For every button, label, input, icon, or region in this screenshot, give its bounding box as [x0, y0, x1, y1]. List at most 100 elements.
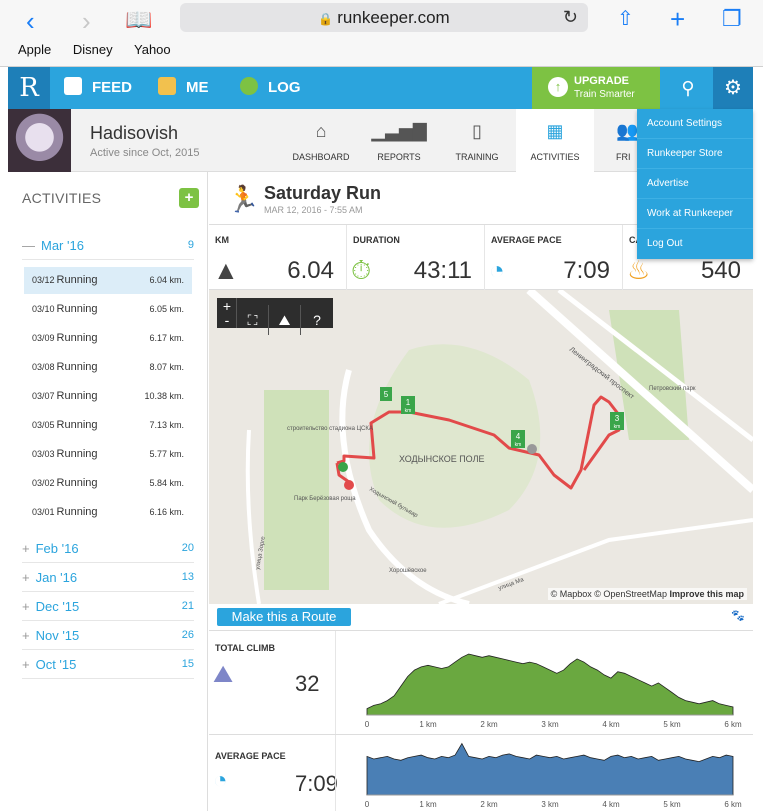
activity-type: Running [56, 332, 98, 344]
activity-distance: 5.84 km. [149, 478, 184, 488]
friends-icon: 👥 [616, 121, 638, 141]
svg-text:5: 5 [384, 390, 389, 399]
url-bar[interactable]: 🔒 runkeeper.com ↻ [180, 3, 588, 32]
month-row[interactable]: + Oct '15 15 [22, 650, 194, 679]
settings-dropdown: Account Settings Runkeeper Store Adverti… [637, 109, 753, 259]
fullscreen-icon[interactable]: ⛶ [237, 305, 269, 335]
finish-pin-icon[interactable] [344, 480, 354, 490]
divider [335, 735, 336, 811]
runkeeper-logo-icon[interactable]: R [8, 67, 50, 109]
help-button[interactable]: ? [313, 312, 321, 328]
km-marker-4[interactable]: 4km [511, 430, 525, 448]
gear-icon[interactable]: ⚙ [713, 67, 753, 109]
activity-row[interactable]: 03/07 Running 10.38 km. [24, 383, 192, 410]
month-count: 13 [181, 571, 194, 583]
tab-activities[interactable]: ▦ ACTIVITIES [516, 109, 594, 172]
running-icon: 🏃 [227, 184, 260, 214]
svg-text:km: km [614, 424, 621, 430]
avatar[interactable] [8, 109, 71, 172]
pace-chart-row: AVERAGE PACE ◔ 7:09 0 1 km 2 km 3 km 4 km 5 k… [209, 734, 753, 811]
search-icon[interactable]: ⚲ [681, 78, 695, 98]
zoom-controls[interactable]: + - [217, 298, 237, 328]
pace-chart[interactable]: 0 1 km 2 km 3 km 4 km 5 km 6 km [337, 735, 753, 812]
marker-cluster[interactable] [527, 444, 537, 454]
month-row[interactable]: + Dec '15 21 [22, 592, 194, 621]
menu-account-settings[interactable]: Account Settings [637, 109, 753, 139]
upgrade-button[interactable]: ↑ UPGRADE Train Smarter [532, 67, 660, 109]
bookmark-apple[interactable]: Apple [18, 42, 52, 57]
share-icon[interactable]: ⇧ [617, 8, 634, 30]
improve-map-link[interactable]: Improve this map [669, 589, 744, 599]
tab-friends[interactable]: 👥 FRI [616, 121, 638, 162]
stopwatch-icon: ⏱ [351, 255, 372, 285]
route-map[interactable]: ХОДЫНСКОЕ ПОЛЕ строительство стадиона ЦС… [209, 290, 753, 604]
tabs-icon[interactable]: ❐ [722, 6, 742, 31]
km-marker-1[interactable]: 1km [401, 396, 415, 414]
bookmarks-bar: Apple Disney Yahoo [18, 42, 189, 57]
menu-log-out[interactable]: Log Out [647, 238, 683, 249]
stat-label: AVERAGE PACE [491, 235, 562, 245]
month-row[interactable]: + Feb '16 20 [22, 534, 194, 563]
nav-log[interactable]: LOG [240, 67, 301, 109]
km-marker-5[interactable]: 5 [380, 387, 392, 401]
stat-value: 540 [700, 257, 741, 284]
app-nav: R FEED ME LOG ↑ UPGRADE Train Smarter ⚲ … [8, 67, 753, 109]
activity-row[interactable]: 03/03 Running 5.77 km. [24, 441, 192, 468]
month-row[interactable]: + Nov '15 26 [22, 621, 194, 650]
map-controls: + - ⛶ ⛰? [217, 298, 333, 335]
svg-text:4: 4 [516, 432, 521, 441]
activity-row[interactable]: 03/01 Running 6.16 km. [24, 499, 192, 526]
activity-row[interactable]: 03/08 Running 8.07 km. [24, 354, 192, 381]
start-pin-icon[interactable] [338, 462, 348, 472]
new-tab-icon[interactable]: + [670, 4, 686, 34]
menu-work-at-runkeeper[interactable]: Work at Runkeeper [637, 199, 753, 229]
stat-value: 7:09 [563, 257, 610, 284]
activity-distance: 5.77 km. [149, 449, 184, 459]
tick-label: 3 km [541, 800, 559, 809]
tick-label: 6 km [724, 800, 742, 809]
bookmarks-icon[interactable]: 📖 [125, 7, 153, 32]
bookmark-yahoo[interactable]: Yahoo [134, 42, 171, 57]
menu-runkeeper-store[interactable]: Runkeeper Store [637, 139, 753, 169]
activity-date: 03/12 [32, 275, 55, 285]
menu-advertise[interactable]: Advertise [637, 169, 753, 199]
chart-label: AVERAGE PACE [215, 751, 286, 761]
calendar-icon: ▦ [546, 121, 564, 141]
tab-reports[interactable]: ▁▃▅▇ REPORTS [360, 109, 438, 172]
tick-label: 3 km [541, 720, 559, 729]
elevation-chart[interactable]: 0 1 km 2 km 3 km 4 km 5 km 6 km [337, 631, 753, 735]
bookmark-disney[interactable]: Disney [72, 42, 113, 57]
terrain-icon[interactable]: ⛰ [269, 305, 301, 335]
zoom-in-button[interactable]: + [222, 298, 232, 314]
tab-training[interactable]: ▯ TRAINING [438, 109, 516, 172]
bars-icon: ▁▃▅▇ [371, 121, 427, 141]
make-route-button[interactable]: Make this a Route [217, 608, 351, 626]
back-icon[interactable]: ‹ [26, 6, 35, 36]
svg-text:1: 1 [406, 398, 411, 407]
activity-date: 03/07 [32, 391, 55, 401]
map-label-stadium: строительство стадиона ЦСКА [287, 426, 373, 432]
attribution-link[interactable]: © Mapbox © OpenStreetMap [550, 589, 667, 599]
activity-distance: 10.38 km. [144, 391, 184, 401]
activity-row[interactable]: 03/12 Running 6.04 km. [24, 267, 192, 294]
paw-icon[interactable]: 🐾 [731, 610, 745, 622]
tab-dashboard[interactable]: ⌂ DASHBOARD [282, 109, 360, 172]
activity-row[interactable]: 03/02 Running 5.84 km. [24, 470, 192, 497]
chart-value: 7:09 [295, 771, 338, 796]
activity-row[interactable]: 03/05 Running 7.13 km. [24, 412, 192, 439]
activities-sidebar: ACTIVITIES + — Mar '16 9 03/12 Running 6.04 … [8, 172, 208, 811]
month-row[interactable]: + Jan '16 13 [22, 563, 194, 592]
nav-me[interactable]: ME [158, 67, 209, 109]
forward-icon[interactable]: › [82, 6, 91, 36]
month-mar-16[interactable]: — Mar '16 9 [22, 231, 194, 260]
km-marker-3[interactable]: 3km [610, 412, 624, 430]
user-name[interactable]: Hadisovish [90, 123, 179, 143]
activity-detail: 🏃 Saturday Run MAR 12, 2016 - 7:55 AM KM… [209, 172, 753, 811]
add-activity-button[interactable]: + [179, 188, 199, 208]
nav-feed[interactable]: FEED [64, 67, 132, 109]
browser-toolbar: ‹ › 📖 🔒 runkeeper.com ↻ ⇧ + ❐ Apple Disne… [0, 0, 763, 67]
activity-row[interactable]: 03/09 Running 6.17 km. [24, 325, 192, 352]
activity-row[interactable]: 03/10 Running 6.05 km. [24, 296, 192, 323]
zoom-out-button[interactable]: - [224, 312, 230, 328]
reload-icon[interactable]: ↻ [562, 7, 578, 27]
